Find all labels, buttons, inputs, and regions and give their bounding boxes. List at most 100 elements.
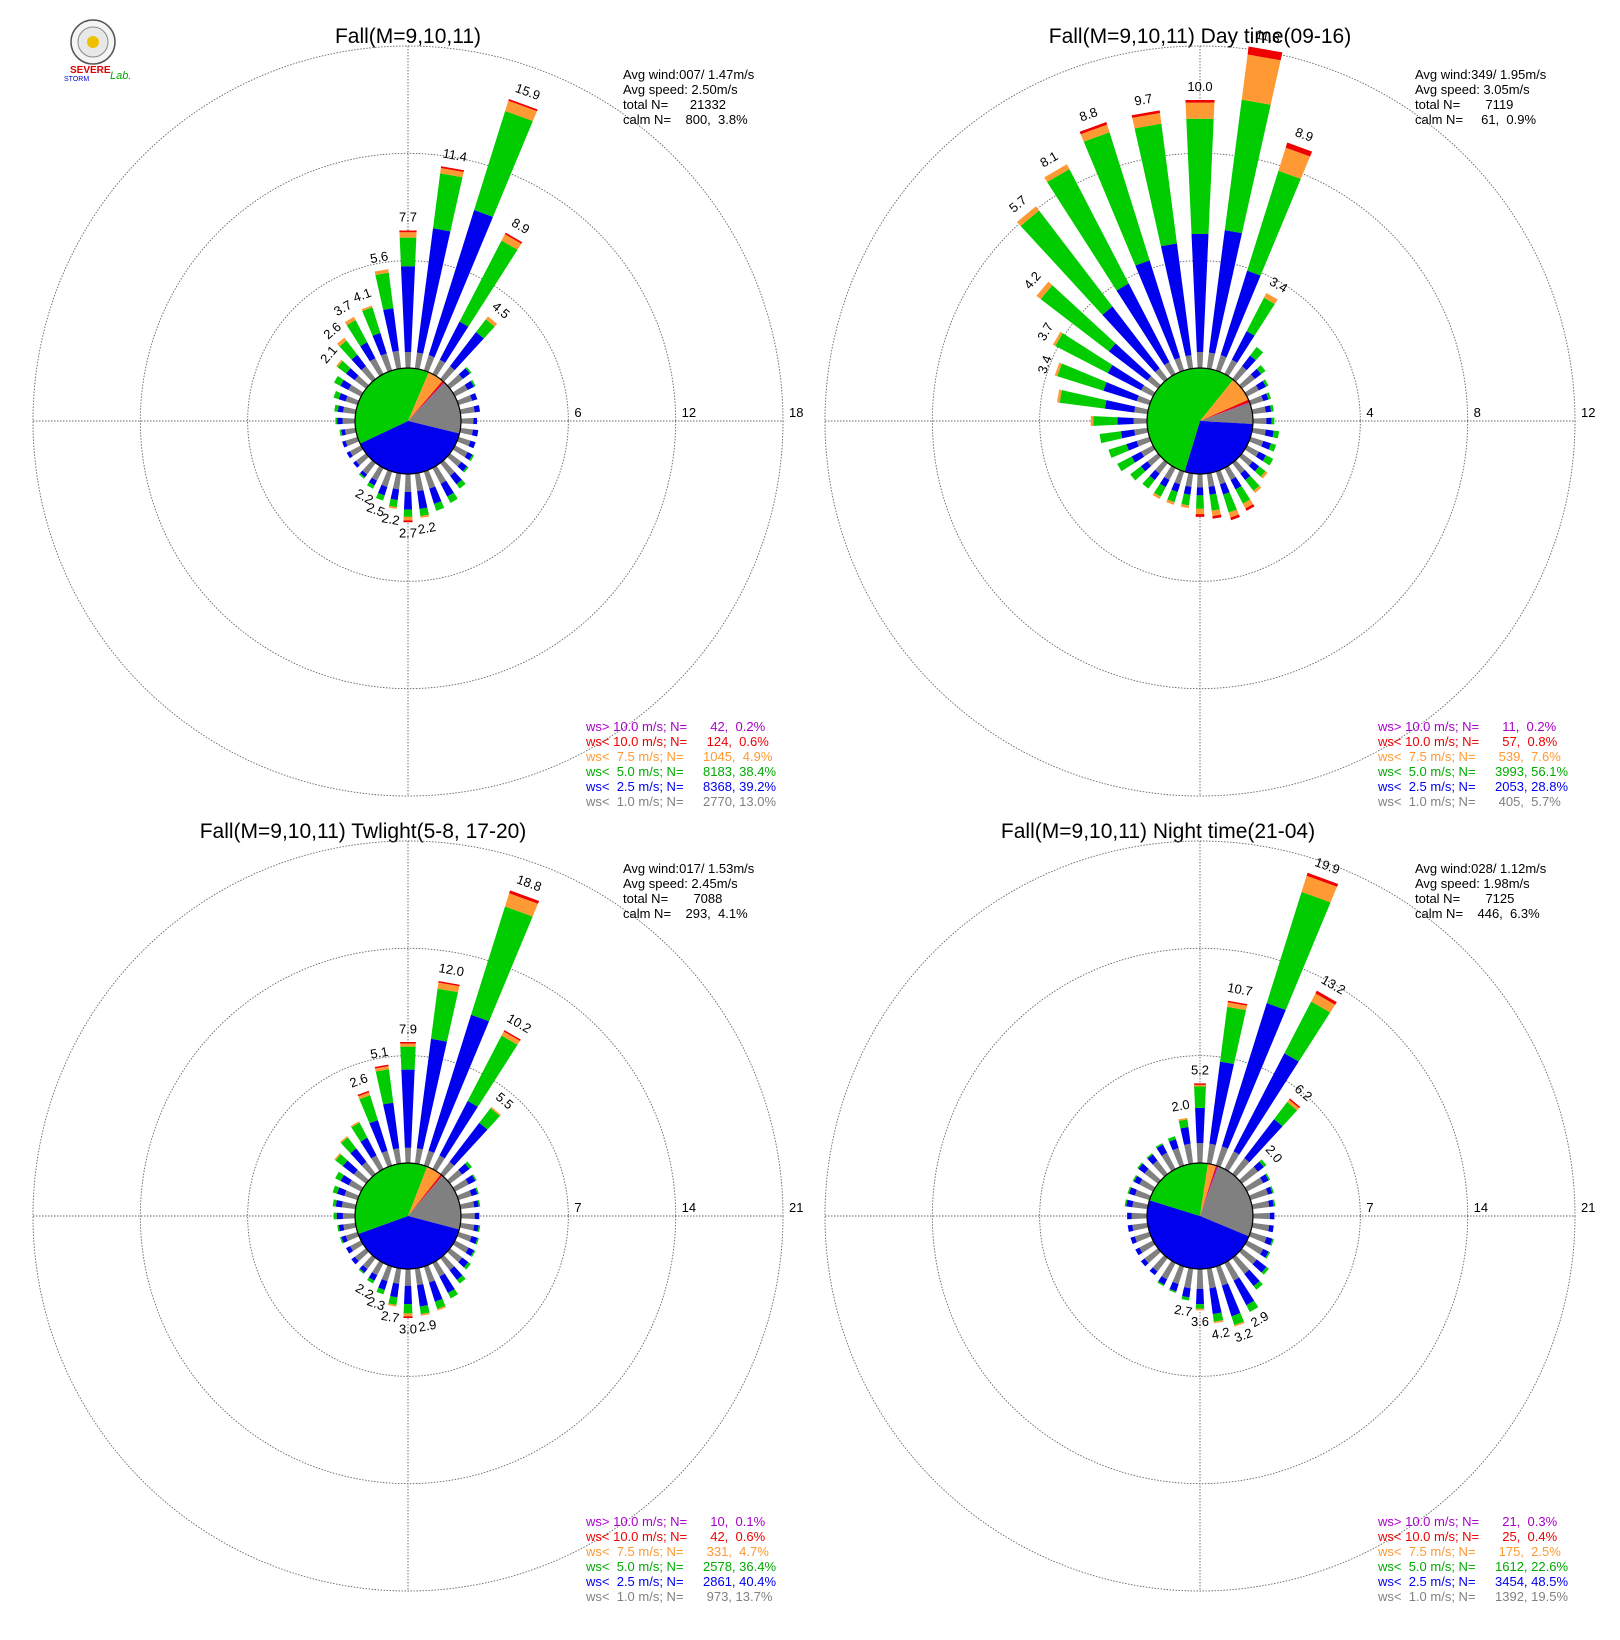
bar-segment xyxy=(1134,123,1177,247)
bar-segment xyxy=(504,232,523,244)
bar-segment xyxy=(337,405,345,413)
bar-segment xyxy=(416,228,451,354)
bar-segment xyxy=(1265,1251,1271,1259)
bar-segment xyxy=(473,417,478,425)
bar-segment xyxy=(1261,1266,1269,1275)
bar-segment xyxy=(465,366,472,374)
ring-label: 21 xyxy=(1581,1200,1595,1215)
bar-segment xyxy=(1219,482,1230,495)
bar-segment xyxy=(1206,352,1216,370)
bar-segment xyxy=(1248,1188,1269,1201)
bar-segment xyxy=(475,1187,480,1195)
legend-label-lt7_5: ws< 7.5 m/s; N= xyxy=(585,749,684,764)
bar-segment xyxy=(388,505,397,510)
bar-segment xyxy=(1239,1248,1257,1265)
bar-segment xyxy=(467,1035,518,1107)
legend-label-lt7_5: ws< 7.5 m/s; N= xyxy=(1377,749,1476,764)
legend-value-lt1: 2770, 13.0% xyxy=(703,794,776,809)
bar-segment xyxy=(1099,431,1123,444)
pie-slice xyxy=(408,380,445,421)
bar-segment xyxy=(1167,489,1178,503)
bar-segment xyxy=(1265,1186,1273,1195)
bar-segment xyxy=(362,307,381,336)
pie-slice xyxy=(1200,402,1253,422)
bar-segment xyxy=(1195,1288,1205,1305)
bar-segment xyxy=(368,1272,378,1281)
bar-segment xyxy=(1155,368,1168,382)
bar-segment xyxy=(1133,1175,1143,1185)
bar-segment xyxy=(1102,306,1160,373)
bar-segment xyxy=(338,393,348,402)
bar-value-label: 9.7 xyxy=(1133,91,1153,109)
bar-segment xyxy=(399,232,417,238)
bar-segment xyxy=(1133,417,1148,425)
bar-segment xyxy=(423,355,435,373)
bar-segment xyxy=(1223,492,1237,513)
bar-segment xyxy=(1128,1187,1137,1196)
bar-segment xyxy=(1270,1186,1274,1194)
pie-slice xyxy=(408,1216,461,1230)
bar-segment xyxy=(1209,1287,1222,1315)
bar-segment xyxy=(369,1120,388,1153)
bar-segment xyxy=(1233,1277,1255,1306)
bar-segment xyxy=(428,1280,443,1302)
bar-segment xyxy=(1232,366,1247,382)
bar-segment xyxy=(1152,1160,1168,1177)
bar-segment xyxy=(340,1175,352,1186)
legend-label-lt10: ws< 10.0 m/s; N= xyxy=(1377,1529,1479,1544)
bar-value-label: 10.2 xyxy=(505,1011,534,1037)
bar-segment xyxy=(342,440,348,448)
ring-label: 18 xyxy=(789,405,803,420)
bar-segment xyxy=(1247,170,1301,276)
calm-n-text: calm N= 61, 0.9% xyxy=(1415,112,1536,127)
bar-segment xyxy=(1220,270,1261,358)
logo-text-storm: STORM xyxy=(64,76,89,83)
bar-segment xyxy=(1156,1144,1168,1156)
avg-speed-text: Avg speed: 3.05m/s xyxy=(1415,82,1530,97)
bar-segment xyxy=(440,460,455,476)
bar-segment xyxy=(1146,1153,1153,1159)
bar-segment xyxy=(1108,343,1152,381)
bar-segment xyxy=(1231,1313,1244,1326)
bar-segment xyxy=(1155,460,1168,474)
speed-legend: ws> 10.0 m/s; N= 11, 0.2% ws< 10.0 m/s; … xyxy=(1377,719,1568,809)
bar-segment xyxy=(1141,385,1156,397)
bar-segment xyxy=(388,1296,398,1306)
bar-segment xyxy=(1080,124,1110,142)
bar-segment xyxy=(1262,379,1269,387)
bar-segment xyxy=(440,166,465,173)
bar-segment xyxy=(458,1163,470,1175)
bar-segment xyxy=(1117,456,1136,472)
bar-segment xyxy=(390,488,400,501)
bar-segment xyxy=(1117,417,1134,425)
bar-segment xyxy=(477,1225,481,1232)
bar-segment xyxy=(1055,333,1113,374)
bar-segment xyxy=(414,1148,423,1165)
bar-segment xyxy=(1233,1053,1299,1155)
bar-segment xyxy=(348,1180,364,1192)
bar-value-label: 4.1 xyxy=(351,285,373,305)
bar-segment xyxy=(403,1304,413,1314)
bar-segment xyxy=(400,1042,416,1044)
bar-segment xyxy=(474,1212,480,1220)
bar-segment xyxy=(490,1106,501,1117)
bar-segment xyxy=(369,358,384,377)
bar-segment xyxy=(1079,122,1108,135)
bar-segment xyxy=(336,1212,343,1220)
bar-segment xyxy=(459,406,475,415)
bar-segment xyxy=(1289,1098,1301,1109)
bar-segment xyxy=(335,1200,343,1208)
legend-value-gt10: 10, 0.1% xyxy=(703,1514,766,1529)
bar-segment xyxy=(339,1236,344,1244)
bar-segment xyxy=(1134,1231,1152,1243)
bar-segment xyxy=(337,360,351,374)
bar-segment xyxy=(1040,285,1116,352)
legend-value-lt7_5: 1045, 4.9% xyxy=(703,749,773,764)
bar-segment xyxy=(1244,385,1259,397)
legend-label-gt10: ws> 10.0 m/s; N= xyxy=(585,1514,687,1529)
bar-segment xyxy=(1244,445,1259,457)
legend-value-lt5: 1612, 22.6% xyxy=(1495,1559,1568,1574)
bar-segment xyxy=(447,1169,463,1184)
bar-segment xyxy=(1155,1143,1163,1149)
bar-segment xyxy=(332,1185,340,1194)
